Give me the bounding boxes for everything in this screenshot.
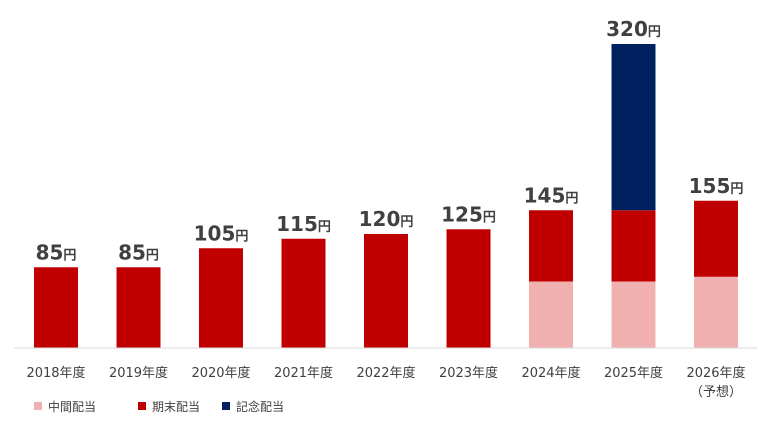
legend: 中間配当 期末配当 記念配当 [34, 399, 284, 414]
total-unit-5: 円 [483, 210, 496, 225]
x-tick-label-5: 2023年度 [439, 365, 498, 381]
x-tick-label-2: 2020年度 [191, 365, 250, 381]
bar-segment-2-7 [611, 44, 656, 211]
total-unit-7: 円 [648, 25, 661, 40]
total-value-7: 320 [606, 17, 648, 41]
total-value-2: 105 [194, 221, 236, 245]
total-label-5: 125円 [441, 202, 496, 226]
total-label-4: 120円 [359, 207, 414, 231]
total-label-6: 145円 [524, 183, 579, 207]
total-value-0: 85 [36, 240, 64, 264]
total-label-3: 115円 [276, 212, 331, 236]
bar-segment-0-6 [529, 281, 573, 348]
x-tick-label-3: 2021年度 [274, 365, 333, 381]
total-value-8: 155 [689, 174, 731, 198]
x-tick-label-0: 2018年度 [26, 365, 85, 381]
bar-segment-1-0 [34, 267, 78, 348]
bar-segment-1-3 [281, 238, 326, 348]
x-tick-note-8: （予想） [690, 384, 742, 400]
total-unit-1: 円 [146, 248, 159, 263]
bar-segment-0-8 [694, 276, 738, 348]
total-label-1: 85円 [118, 240, 159, 264]
bar-segment-1-4 [364, 234, 408, 348]
x-tick-label-7: 2025年度 [604, 365, 663, 381]
total-value-3: 115 [276, 212, 318, 236]
bar-segment-1-8 [694, 200, 738, 277]
x-tick-label-4: 2022年度 [356, 365, 415, 381]
total-unit-3: 円 [318, 220, 331, 235]
legend-label-1: 期末配当 [152, 400, 200, 414]
total-value-6: 145 [524, 183, 566, 207]
total-value-5: 125 [441, 202, 483, 226]
legend-swatch-1 [138, 402, 146, 410]
x-tick-label-6: 2024年度 [521, 365, 580, 381]
bar-segment-0-7 [611, 281, 656, 348]
legend-swatch-2 [222, 402, 230, 410]
total-unit-4: 円 [400, 215, 413, 230]
total-unit-0: 円 [63, 248, 76, 263]
bar-segment-1-7 [611, 210, 656, 282]
legend-label-0: 中間配当 [48, 399, 96, 414]
bar-segment-1-6 [529, 210, 573, 282]
total-label-2: 105円 [194, 221, 249, 245]
total-label-0: 85円 [36, 240, 77, 264]
legend-swatch-0 [34, 402, 42, 410]
total-unit-6: 円 [565, 191, 578, 206]
bars-layer [34, 44, 738, 348]
total-unit-2: 円 [235, 229, 248, 244]
total-value-4: 120 [359, 207, 401, 231]
ticks-layer: 2018年度 2019年度 2020年度 2021年度 2022年度 2023年度 2024… [26, 365, 745, 400]
legend-label-2: 記念配当 [236, 399, 284, 414]
x-tick-label-1: 2019年度 [109, 365, 168, 381]
bar-segment-1-2 [199, 248, 243, 348]
bar-segment-1-5 [446, 229, 491, 348]
bar-segment-1-1 [116, 267, 161, 348]
x-tick-label-8: 2026年度 [686, 365, 745, 381]
total-unit-8: 円 [730, 182, 743, 197]
total-label-7: 320円 [606, 17, 661, 41]
total-label-8: 155円 [689, 174, 744, 198]
total-value-1: 85 [118, 240, 146, 264]
